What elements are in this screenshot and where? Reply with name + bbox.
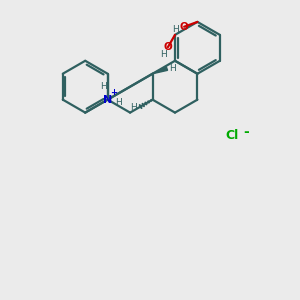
Text: Cl: Cl: [226, 129, 239, 142]
Text: H: H: [169, 64, 176, 73]
Text: H: H: [130, 103, 137, 112]
Text: H: H: [172, 25, 179, 34]
Text: H: H: [115, 98, 122, 106]
Text: N: N: [103, 94, 112, 105]
Text: O: O: [180, 22, 188, 32]
Text: +: +: [110, 88, 117, 97]
Text: H: H: [100, 82, 106, 91]
Text: -: -: [243, 125, 248, 139]
Polygon shape: [152, 67, 168, 74]
Text: O: O: [164, 42, 172, 52]
Text: H: H: [160, 50, 167, 59]
